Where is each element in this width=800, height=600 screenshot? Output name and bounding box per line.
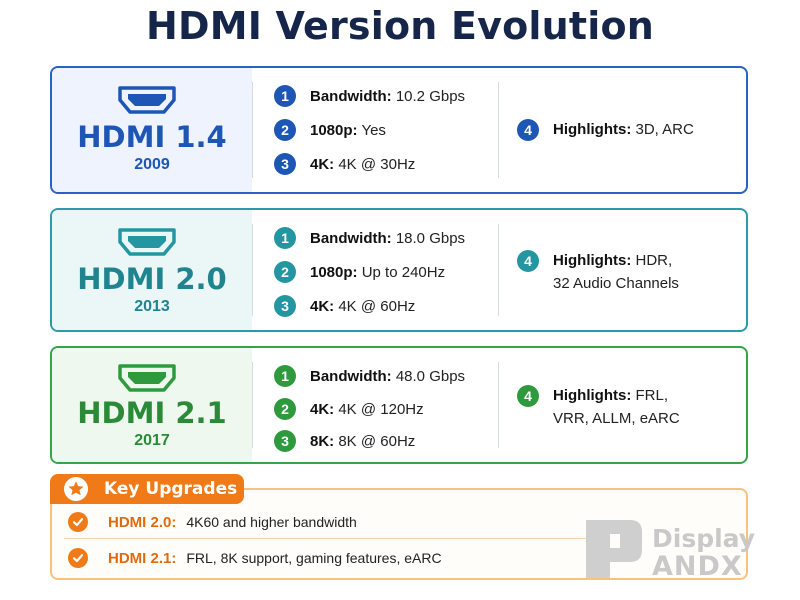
feature-row: 2 4K: 4K @ 120Hz [274, 397, 424, 421]
highlights-value: 3D, ARC [635, 121, 694, 138]
star-icon [64, 477, 88, 501]
feature-label: 1080p: [310, 121, 358, 139]
divider [498, 224, 499, 316]
feature-label: 4K: [310, 297, 335, 315]
number-badge: 3 [274, 430, 296, 452]
number-badge: 1 [274, 85, 296, 107]
feature-label: 4K: [310, 155, 335, 173]
watermark-logo [586, 520, 642, 578]
hdmi-2-0-card: HDMI 2.0 2013 1 Bandwidth: 18.0 Gbps 2 1… [50, 208, 748, 332]
watermark-text: ANDX [652, 551, 743, 582]
version-panel: HDMI 1.4 2009 [52, 68, 252, 192]
check-icon [68, 548, 88, 568]
feature-row: 2 1080p: Up to 240Hz [274, 260, 445, 284]
number-badge: 1 [274, 365, 296, 387]
number-badge: 3 [274, 153, 296, 175]
upgrade-text: 4K60 and higher bandwidth [186, 514, 357, 530]
divider [64, 538, 604, 539]
feature-label: 1080p: [310, 263, 358, 281]
release-year: 2009 [134, 156, 170, 173]
number-badge: 1 [274, 227, 296, 249]
upgrade-label: HDMI 2.1: [108, 549, 177, 567]
feature-row: 3 4K: 4K @ 60Hz [274, 294, 415, 318]
number-badge: 2 [274, 119, 296, 141]
feature-value: 4K @ 60Hz [338, 297, 416, 315]
version-name: HDMI 1.4 [77, 120, 227, 154]
feature-label: 4K: [310, 400, 335, 418]
feature-value: 4K @ 120Hz [338, 400, 424, 418]
feature-label: Bandwidth: [310, 229, 392, 247]
feature-value: 10.2 Gbps [395, 87, 466, 105]
feature-value: Yes [361, 121, 386, 139]
feature-label: Bandwidth: [310, 367, 392, 385]
number-badge: 4 [517, 250, 539, 272]
key-upgrades-title: Key Upgrades [104, 479, 238, 499]
divider [252, 82, 253, 178]
upgrade-text: FRL, 8K support, gaming features, eARC [186, 550, 442, 566]
release-year: 2017 [134, 432, 170, 449]
upgrade-item: HDMI 2.0: 4K60 and higher bandwidth [68, 512, 357, 532]
upgrade-item: HDMI 2.1: FRL, 8K support, gaming featur… [68, 548, 442, 568]
version-name: HDMI 2.1 [77, 396, 227, 430]
highlights-row: 4 Highlights: FRL, VRR, ALLM, eARC [517, 385, 680, 430]
feature-value: 18.0 Gbps [395, 229, 466, 247]
highlights-label: Highlights: [553, 252, 632, 269]
divider [498, 82, 499, 178]
page-title: HDMI Version Evolution [145, 4, 655, 48]
hdmi-port-icon [118, 364, 176, 392]
feature-value: 4K @ 30Hz [338, 155, 416, 173]
upgrade-label: HDMI 2.0: [108, 513, 177, 531]
version-name: HDMI 2.0 [77, 262, 227, 296]
feature-row: 1 Bandwidth: 48.0 Gbps [274, 364, 465, 388]
highlights-value-line2: VRR, ALLM, eARC [553, 410, 680, 427]
number-badge: 3 [274, 295, 296, 317]
feature-label: 8K: [310, 432, 335, 450]
feature-value: 48.0 Gbps [395, 367, 466, 385]
hdmi-1-4-card: HDMI 1.4 2009 1 Bandwidth: 10.2 Gbps 2 1… [50, 66, 748, 194]
number-badge: 2 [274, 261, 296, 283]
highlights-value: HDR, [635, 252, 673, 269]
version-panel: HDMI 2.1 2017 [52, 348, 252, 462]
hdmi-2-1-card: HDMI 2.1 2017 1 Bandwidth: 48.0 Gbps 2 4… [50, 346, 748, 464]
check-icon [68, 512, 88, 532]
watermark-text: Display [652, 524, 756, 553]
feature-label: Bandwidth: [310, 87, 392, 105]
feature-row: 2 1080p: Yes [274, 118, 386, 142]
highlights-value: FRL, [635, 387, 669, 404]
hdmi-port-icon [118, 228, 176, 256]
number-badge: 2 [274, 398, 296, 420]
divider [498, 362, 499, 448]
feature-value: 8K @ 60Hz [338, 432, 416, 450]
highlights-label: Highlights: [553, 387, 632, 404]
highlights-value-line2: 32 Audio Channels [553, 275, 679, 292]
feature-row: 3 8K: 8K @ 60Hz [274, 429, 415, 453]
feature-row: 1 Bandwidth: 10.2 Gbps [274, 84, 465, 108]
feature-value: Up to 240Hz [361, 263, 446, 281]
feature-row: 1 Bandwidth: 18.0 Gbps [274, 226, 465, 250]
hdmi-port-icon [118, 86, 176, 114]
divider [252, 362, 253, 448]
release-year: 2013 [134, 298, 170, 315]
highlights-row: 4 Highlights: 3D, ARC [517, 119, 694, 141]
highlights-row: 4 Highlights: HDR, 32 Audio Channels [517, 250, 679, 295]
highlights-label: Highlights: [553, 121, 632, 138]
version-panel: HDMI 2.0 2013 [52, 210, 252, 330]
divider [252, 224, 253, 316]
number-badge: 4 [517, 119, 539, 141]
number-badge: 4 [517, 385, 539, 407]
feature-row: 3 4K: 4K @ 30Hz [274, 152, 415, 176]
